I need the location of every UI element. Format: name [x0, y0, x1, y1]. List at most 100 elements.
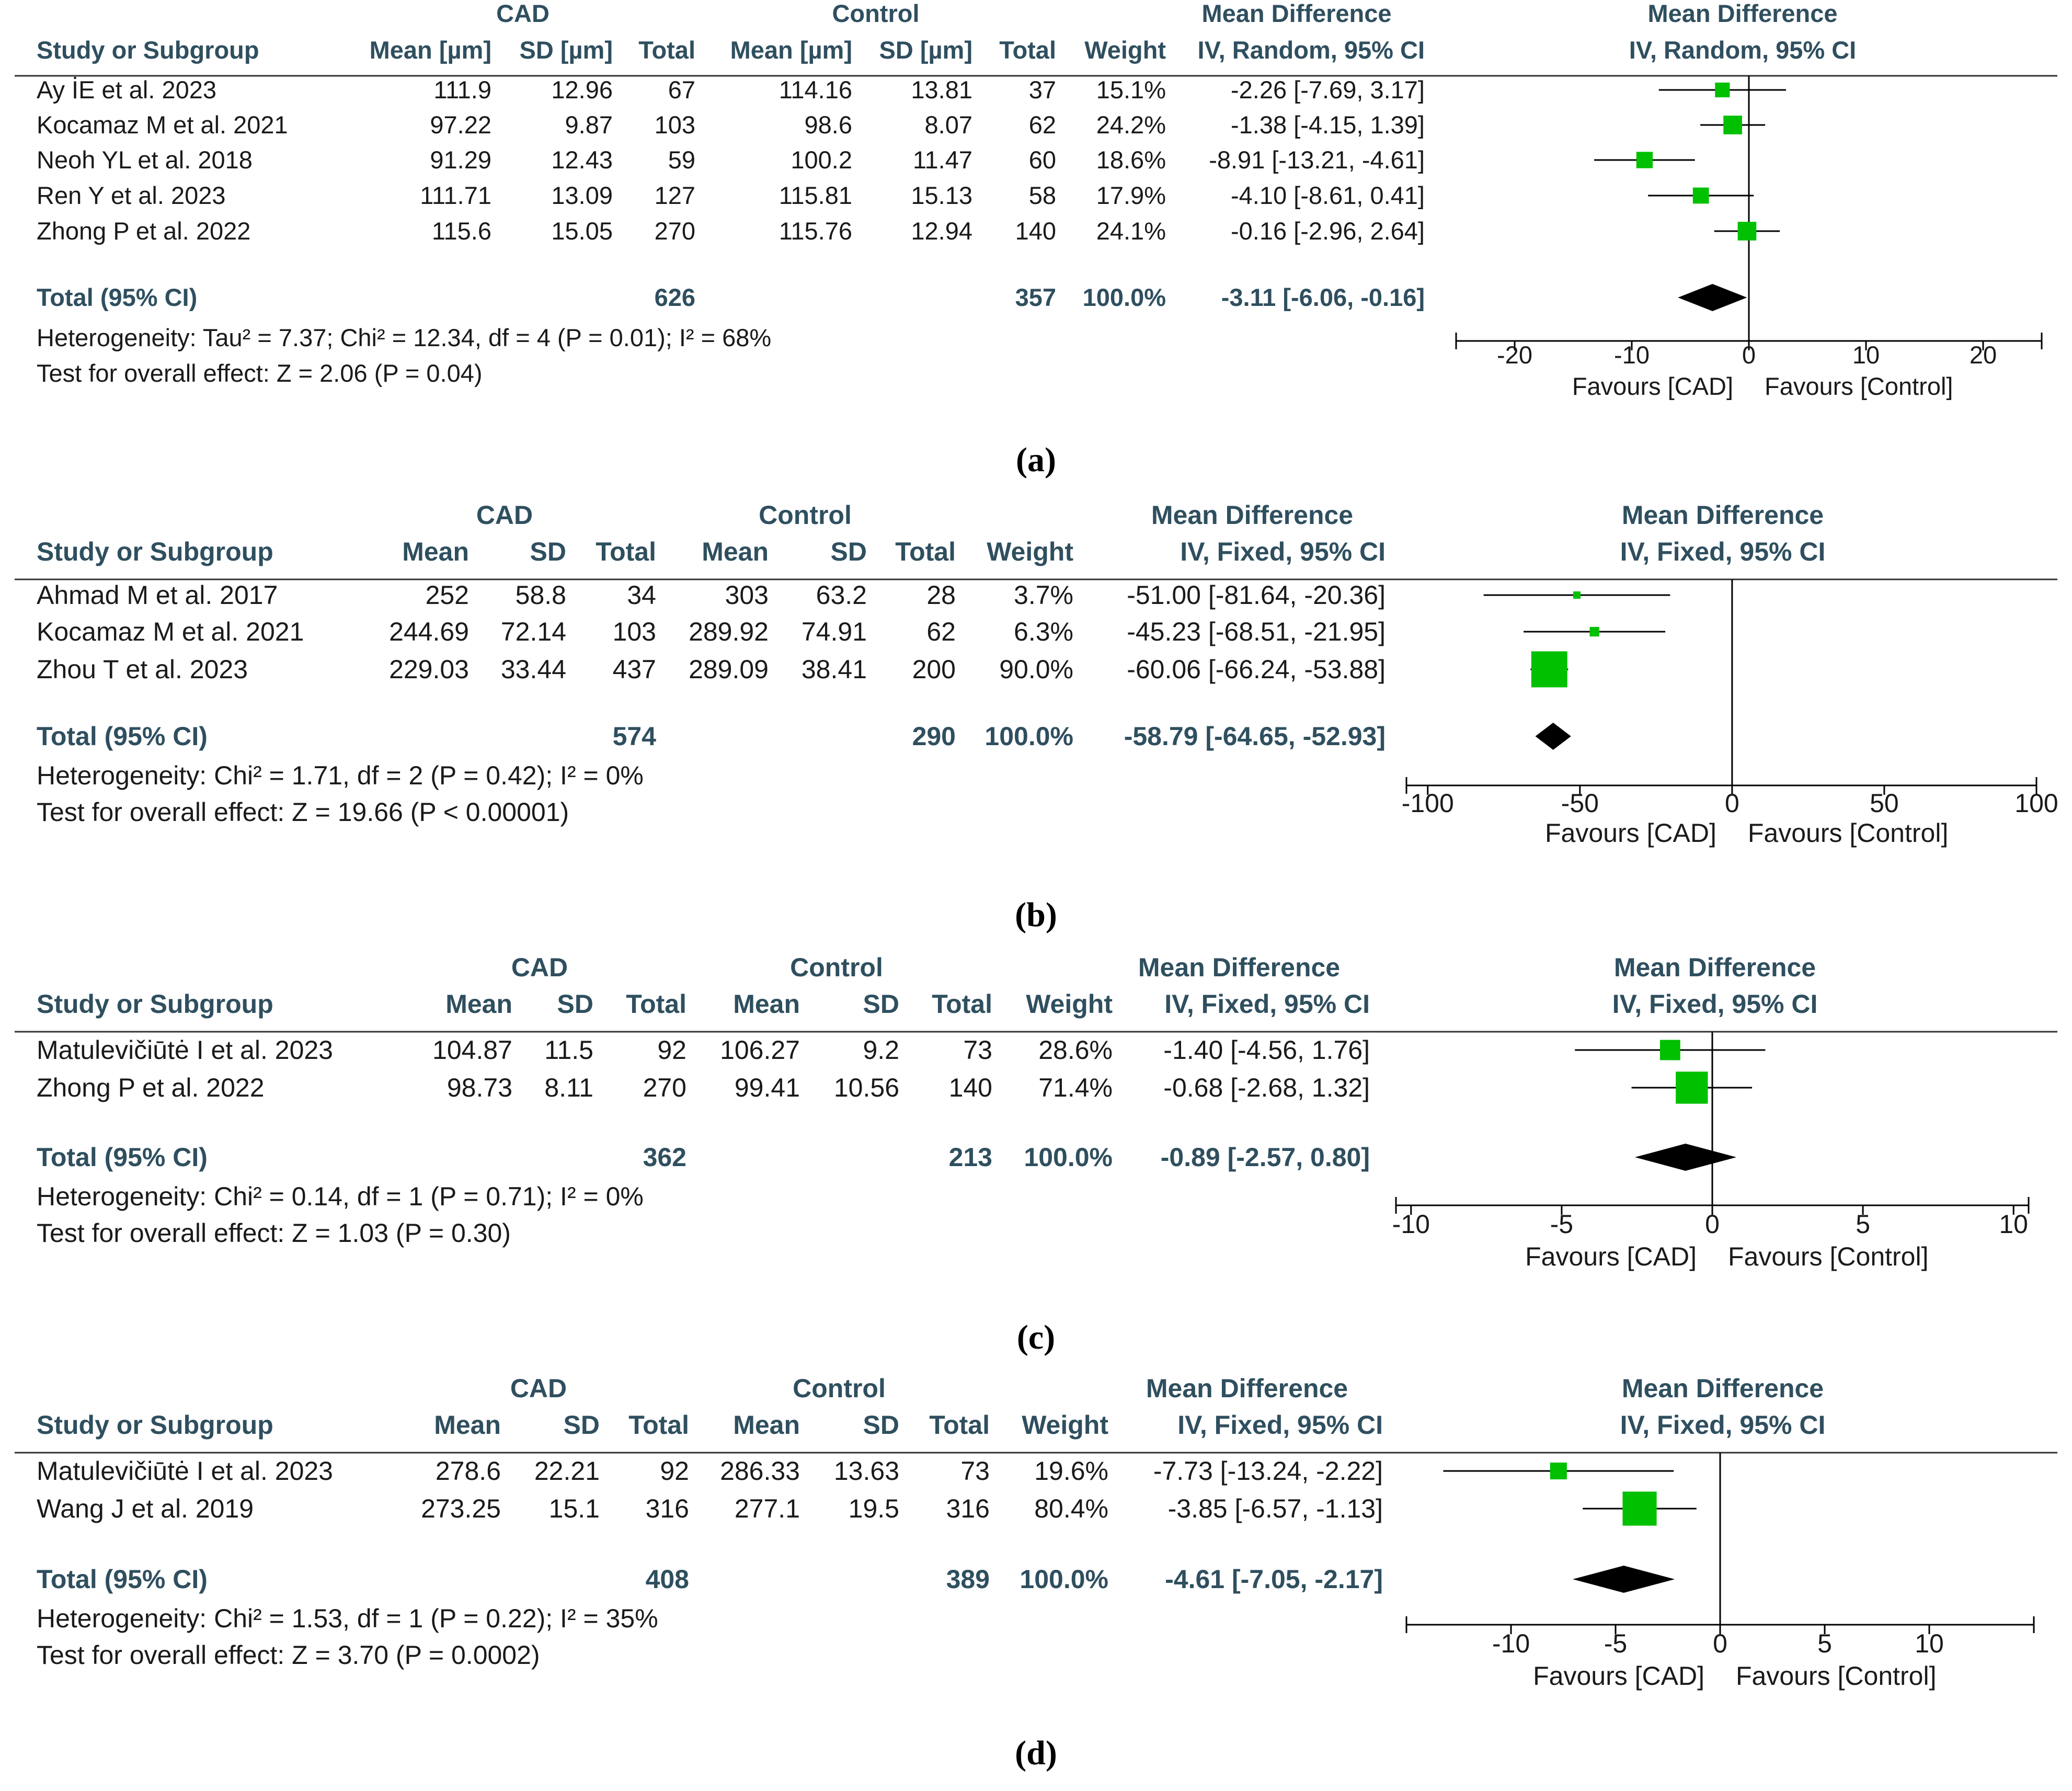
sd1-column-header: SD [557, 989, 593, 1019]
study-weight: 18.6% [1096, 146, 1166, 174]
study-ci: -45.23 [-68.51, -21.95] [1127, 617, 1386, 646]
total-group1: 362 [643, 1143, 686, 1172]
study-total1: 270 [643, 1073, 686, 1102]
study-total1: 103 [655, 111, 695, 139]
study-mean2: 289.92 [689, 617, 769, 646]
study-weight: 15.1% [1096, 76, 1166, 104]
total-ci: -0.89 [-2.57, 0.80] [1161, 1143, 1370, 1172]
forest-plot-a: CAD Control Mean Difference Mean Difference… [0, 0, 2072, 418]
total-label: Total (95% CI) [37, 722, 208, 751]
study-mean2: 115.76 [779, 217, 852, 245]
md-method-header: IV, Fixed, 95% CI [1180, 537, 1386, 566]
overall-effect-text: Test for overall effect: Z = 3.70 (P = 0… [37, 1640, 540, 1670]
total-group2: 213 [949, 1143, 992, 1172]
total-group1: 626 [655, 283, 695, 311]
x-tick-label: -5 [1550, 1210, 1573, 1239]
x-tick-label: -50 [1561, 789, 1599, 818]
forest-plot-c-svg: CAD Control Mean Difference Mean Difference… [15, 953, 2057, 1271]
study-weight: 24.1% [1096, 217, 1166, 245]
study-effect-marker [1692, 187, 1709, 204]
total-group1: 574 [613, 722, 657, 751]
x-tick-label: -5 [1604, 1629, 1627, 1658]
heterogeneity-text: Heterogeneity: Chi² = 0.14, df = 1 (P = … [37, 1182, 644, 1211]
study-weight: 80.4% [1034, 1494, 1108, 1523]
study-ci: -51.00 [-81.64, -20.36] [1127, 580, 1386, 610]
study-weight: 71.4% [1038, 1073, 1113, 1102]
study-sd1: 15.1 [549, 1494, 600, 1523]
total1-column-header: Total [638, 36, 695, 64]
study-mean2: 106.27 [720, 1035, 800, 1065]
md-method-header: IV, Random, 95% CI [1198, 36, 1425, 64]
caption-a: (a) [1016, 441, 1056, 479]
study-mean2: 114.16 [779, 76, 852, 104]
plot-title: Mean Difference [1622, 500, 1824, 530]
study-sd2: 13.81 [911, 76, 972, 104]
study-sd2: 63.2 [816, 580, 867, 610]
sd2-column-header: SD [863, 1410, 899, 1440]
study-column-header: Study or Subgroup [37, 989, 273, 1019]
study-mean2: 289.09 [689, 655, 769, 684]
x-tick-label: 10 [1999, 1210, 2028, 1239]
total2-column-header: Total [932, 989, 992, 1019]
favours-left-label: Favours [CAD] [1572, 372, 1733, 400]
total-ci: -3.11 [-6.06, -0.16] [1221, 283, 1425, 311]
overall-effect-text: Test for overall effect: Z = 2.06 (P = 0… [37, 359, 483, 387]
study-total2: 73 [963, 1035, 992, 1065]
study-mean1: 91.29 [430, 146, 491, 174]
study-mean2: 115.81 [779, 181, 852, 209]
study-ci: -0.68 [-2.68, 1.32] [1163, 1073, 1370, 1102]
x-tick-label: -10 [1614, 341, 1650, 369]
plot-method-header: IV, Fixed, 95% CI [1612, 989, 1818, 1019]
md-title: Mean Difference [1146, 1374, 1348, 1403]
study-weight: 17.9% [1096, 181, 1166, 209]
study-total1: 92 [657, 1035, 686, 1065]
weight-column-header: Weight [987, 537, 1073, 566]
sd2-column-header: SD [863, 989, 899, 1019]
study-weight: 28.6% [1038, 1035, 1113, 1065]
study-mean1: 111.71 [420, 181, 491, 209]
total-label: Total (95% CI) [37, 283, 197, 311]
study-sd1: 12.43 [551, 146, 613, 174]
study-effect-marker [1531, 651, 1567, 688]
sd2-column-header: SD [µm] [879, 36, 972, 64]
study-ci: -7.73 [-13.24, -2.22] [1153, 1456, 1383, 1486]
total-weight: 100.0% [1020, 1565, 1108, 1594]
study-effect-marker [1737, 222, 1757, 241]
heterogeneity-text: Heterogeneity: Chi² = 1.53, df = 1 (P = … [37, 1604, 658, 1633]
favours-right-label: Favours [Control] [1736, 1661, 1936, 1691]
x-tick-label: 5 [1856, 1210, 1870, 1239]
mean1-column-header: Mean [402, 537, 469, 566]
study-sd2: 11.47 [913, 146, 972, 174]
study-effect-marker [1622, 1491, 1657, 1526]
x-tick-label: 10 [1852, 341, 1880, 369]
favours-right-label: Favours [Control] [1748, 818, 1948, 848]
caption-b: (b) [1015, 896, 1057, 934]
group1-header: CAD [496, 0, 550, 27]
mean2-column-header: Mean [µm] [730, 36, 852, 64]
md-title: Mean Difference [1138, 953, 1340, 982]
forest-plot-c: CAD Control Mean Difference Mean Difference… [0, 952, 2072, 1370]
study-sd1: 9.87 [565, 111, 613, 139]
study-mean2: 277.1 [735, 1494, 800, 1523]
study-mean1: 97.22 [430, 111, 491, 139]
md-method-header: IV, Fixed, 95% CI [1164, 989, 1370, 1019]
pooled-effect-diamond [1535, 723, 1571, 750]
study-mean1: 229.03 [389, 655, 469, 684]
x-tick-label: 0 [1742, 341, 1756, 369]
plot-title: Mean Difference [1622, 1374, 1824, 1403]
heterogeneity-text: Heterogeneity: Chi² = 1.71, df = 2 (P = … [37, 761, 644, 790]
study-effect-marker [1676, 1071, 1708, 1104]
study-column-header: Study or Subgroup [37, 537, 273, 566]
sd1-column-header: SD [µm] [519, 36, 613, 64]
study-sd2: 9.2 [863, 1035, 899, 1065]
sd1-column-header: SD [530, 537, 566, 566]
plot-title: Mean Difference [1614, 953, 1816, 982]
total-ci: -4.61 [-7.05, -2.17] [1165, 1565, 1383, 1594]
weight-column-header: Weight [1022, 1410, 1108, 1440]
total-label: Total (95% CI) [37, 1143, 208, 1172]
study-effect-marker [1723, 116, 1742, 134]
study-name: Neoh YL et al. 2018 [37, 146, 253, 174]
total-label: Total (95% CI) [37, 1565, 208, 1594]
x-tick-label: 10 [1915, 1629, 1944, 1658]
pooled-effect-diamond [1678, 284, 1747, 312]
